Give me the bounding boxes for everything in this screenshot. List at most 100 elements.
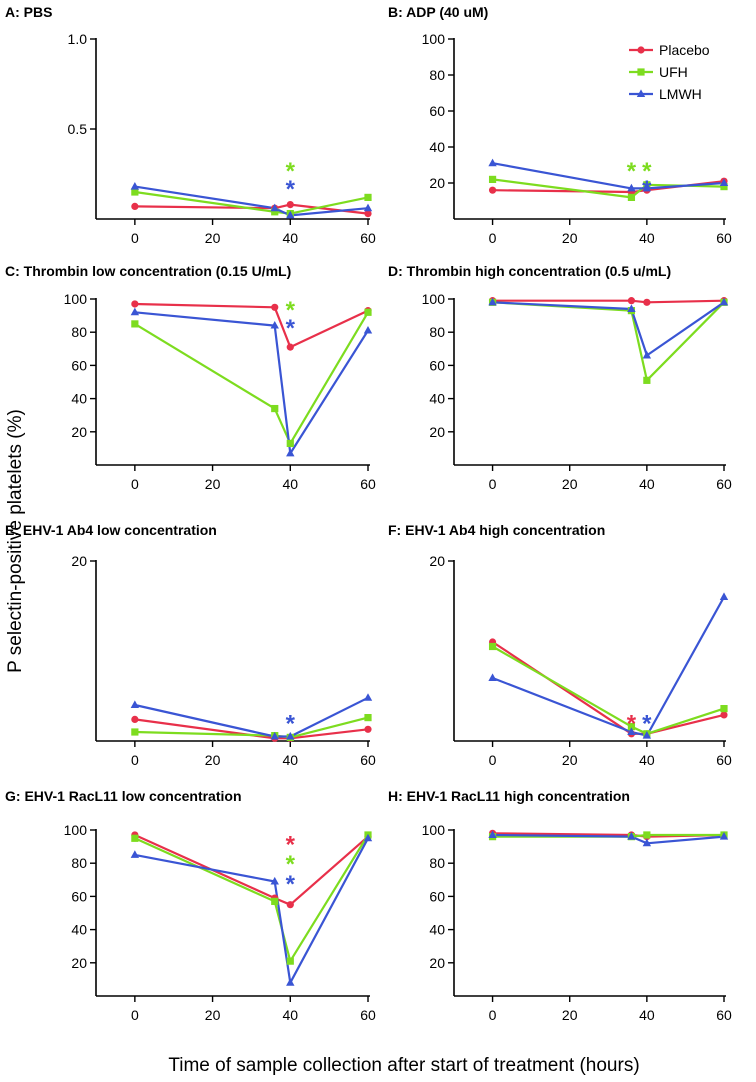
y-tick-label: 20 [71, 553, 87, 569]
data-point-lmwh [270, 731, 279, 740]
x-tick-label: 0 [131, 230, 139, 246]
y-tick-label: 20 [71, 424, 87, 440]
significance-star: * [642, 158, 652, 185]
panel-title: E: EHV-1 Ab4 low concentration [5, 522, 217, 538]
x-tick-label: 60 [360, 230, 376, 246]
data-point-lmwh [286, 978, 295, 986]
y-tick-label: 0.5 [68, 121, 88, 137]
significance-star: * [627, 711, 637, 738]
x-tick-label: 20 [205, 1007, 221, 1023]
y-tick-label: 60 [429, 103, 445, 119]
data-point-lmwh [627, 304, 636, 312]
data-point-ufh [131, 320, 139, 328]
y-tick-label: 40 [71, 391, 87, 407]
panel-title: G: EHV-1 RacL11 low concentration [5, 788, 242, 804]
data-point-lmwh [642, 183, 652, 192]
data-point-placebo [720, 711, 728, 719]
data-point-placebo [627, 297, 636, 305]
x-tick-label: 0 [489, 476, 497, 492]
data-point-ufh [271, 897, 279, 905]
series-line-lmwh [134, 311, 369, 455]
series-line-placebo [492, 299, 725, 304]
y-tick-label: 60 [71, 888, 87, 904]
series-line-lmwh [492, 301, 725, 357]
data-point-lmwh [130, 850, 140, 858]
x-tick-label: 60 [360, 752, 376, 768]
data-point-placebo [488, 186, 497, 194]
x-tick-label: 20 [205, 230, 221, 246]
x-tick-label: 40 [282, 752, 298, 768]
data-point-ufh [131, 834, 139, 842]
data-point-lmwh [363, 203, 373, 212]
panel-e: E: EHV-1 Ab4 low concentration 20 0 20 40 60 * [5, 522, 376, 768]
data-point-ufh [643, 831, 651, 839]
y-axis-label: P selectin-positive platelets (%) [5, 409, 26, 673]
data-point-ufh [286, 439, 294, 448]
x-tick-label: 60 [716, 476, 732, 492]
data-point-lmwh [642, 731, 652, 739]
y-tick-label: 80 [429, 855, 445, 871]
y-tick-label: 20 [429, 424, 445, 440]
panel-title: B: ADP (40 uM) [388, 4, 488, 20]
legend-label-ufh: UFH [659, 64, 688, 80]
data-point-placebo [131, 715, 139, 724]
x-tick-label: 20 [562, 752, 578, 768]
data-point-lmwh [719, 178, 729, 186]
x-tick-label: 60 [716, 752, 732, 768]
panel-d: D: Thrombin high concentration (0.5 u/mL… [388, 263, 732, 492]
data-point-ufh [720, 705, 728, 713]
data-point-lmwh [363, 833, 373, 842]
legend-marker-lmwh [636, 89, 646, 97]
x-tick-label: 0 [489, 752, 497, 768]
series-line-ufh [492, 178, 725, 199]
data-point-lmwh [363, 693, 373, 701]
y-tick-label: 80 [429, 324, 445, 340]
y-tick-label: 20 [429, 955, 445, 971]
significance-star: * [642, 711, 652, 738]
series-line-placebo [134, 302, 369, 349]
data-point-lmwh [130, 700, 140, 708]
legend-label-lmwh: LMWH [659, 86, 702, 102]
x-tick-label: 20 [562, 476, 578, 492]
x-tick-label: 20 [205, 476, 221, 492]
x-tick-label: 0 [131, 1007, 139, 1023]
x-tick-label: 40 [639, 230, 655, 246]
x-tick-label: 40 [639, 1007, 655, 1023]
legend-label-placebo: Placebo [659, 42, 710, 58]
data-point-lmwh [270, 203, 279, 212]
y-tick-label: 100 [64, 291, 88, 307]
data-point-lmwh [363, 325, 373, 334]
significance-star: * [286, 176, 296, 203]
data-point-lmwh [719, 832, 729, 840]
data-point-ufh [364, 714, 372, 722]
y-tick-label: 20 [429, 553, 445, 569]
data-point-lmwh [488, 297, 497, 306]
panel-title: D: Thrombin high concentration (0.5 u/mL… [388, 263, 671, 279]
y-tick-label: 80 [429, 67, 445, 83]
x-tick-label: 60 [360, 476, 376, 492]
data-point-lmwh [270, 320, 279, 329]
data-point-ufh [271, 208, 279, 216]
data-point-ufh [488, 175, 497, 183]
significance-star: * [286, 158, 296, 185]
series-line-placebo [134, 718, 369, 740]
significance-star: * [286, 315, 296, 342]
x-tick-label: 20 [205, 752, 221, 768]
data-point-placebo [286, 343, 294, 351]
series-line-lmwh [134, 185, 369, 217]
data-point-ufh [286, 957, 294, 965]
x-tick-label: 20 [562, 1007, 578, 1023]
data-point-lmwh [488, 830, 497, 838]
x-tick-label: 40 [639, 476, 655, 492]
data-point-ufh [364, 308, 372, 316]
panel-b: B: ADP (40 uM) 20 40 60 80 100 0 20 40 60 * ** Place… [388, 4, 732, 246]
panel-f: F: EHV-1 Ab4 high concentration 20 0 20 40 60… [388, 522, 732, 768]
legend-marker-placebo [637, 46, 645, 54]
y-tick-label: 100 [64, 822, 88, 838]
y-tick-label: 60 [429, 357, 445, 373]
y-tick-label: 60 [429, 888, 445, 904]
x-tick-label: 0 [131, 476, 139, 492]
data-point-ufh [131, 188, 139, 196]
